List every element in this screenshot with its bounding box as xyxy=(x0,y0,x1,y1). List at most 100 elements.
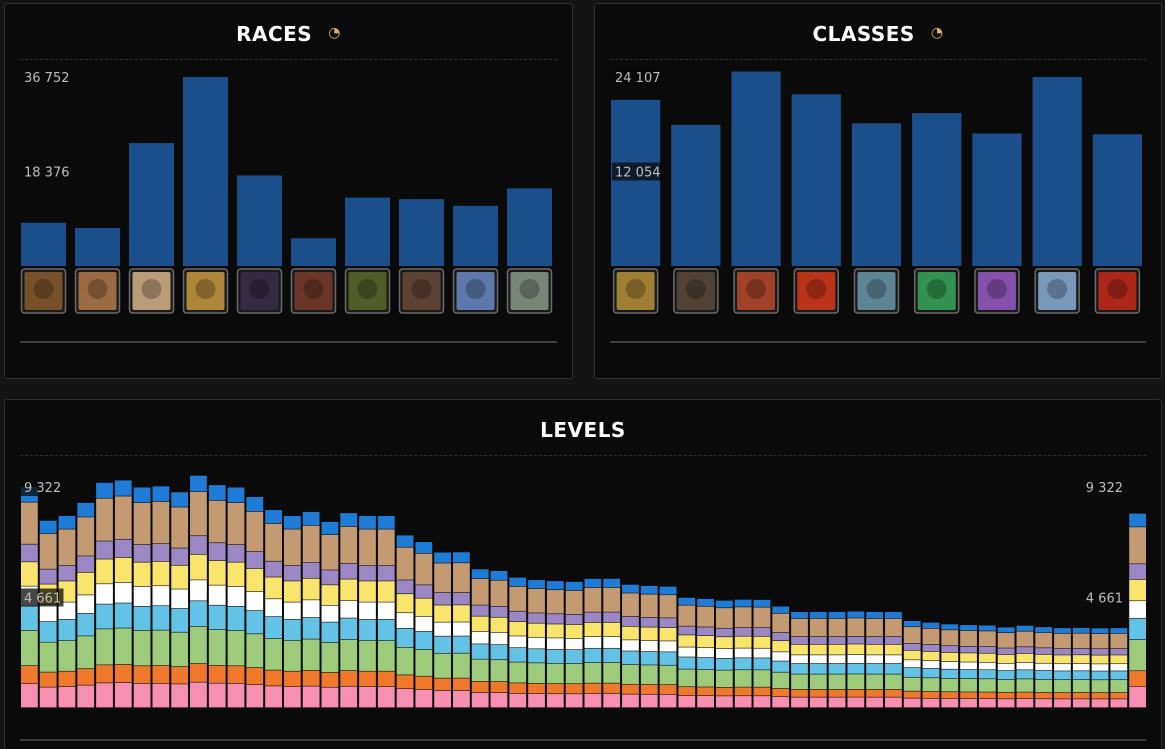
level-bar-26[interactable] xyxy=(490,570,508,708)
priest-class-icon[interactable] xyxy=(612,268,659,314)
bar-draenei[interactable] xyxy=(237,175,282,266)
level-bar-32[interactable] xyxy=(603,578,621,708)
bar-shaman[interactable] xyxy=(851,123,902,266)
gnome-portrait-icon[interactable] xyxy=(74,268,121,314)
level-bar-50[interactable] xyxy=(941,624,959,708)
pie-chart-icon[interactable]: ◔ xyxy=(328,25,341,41)
level-bar-47[interactable] xyxy=(885,611,902,708)
level-bar-42[interactable] xyxy=(791,611,808,708)
level-bar-41[interactable] xyxy=(772,606,790,708)
bar-human[interactable] xyxy=(129,143,174,266)
level-segment xyxy=(922,661,940,669)
tauren-portrait-icon[interactable] xyxy=(398,268,445,314)
night-elf-portrait-icon[interactable] xyxy=(182,268,229,314)
level-bar-34[interactable] xyxy=(640,585,658,708)
warrior-class-icon[interactable] xyxy=(673,268,719,314)
level-bar-18[interactable] xyxy=(340,513,358,708)
orc-portrait-icon[interactable] xyxy=(290,268,337,314)
bar-rogue[interactable] xyxy=(912,113,962,266)
bar-paladin[interactable] xyxy=(1032,77,1082,266)
level-bar-56[interactable] xyxy=(1054,628,1071,708)
level-bar-53[interactable] xyxy=(997,627,1015,708)
level-bar-14[interactable] xyxy=(265,510,282,708)
bar-orc[interactable] xyxy=(291,238,336,266)
bar-blood-elf[interactable] xyxy=(507,188,552,266)
bar-gnome[interactable] xyxy=(75,227,120,266)
level-bar-25[interactable] xyxy=(471,569,489,708)
level-bar-11[interactable] xyxy=(208,485,226,708)
level-bar-5[interactable] xyxy=(96,482,113,708)
level-bar-13[interactable] xyxy=(246,497,264,708)
bar-priest[interactable] xyxy=(611,99,661,266)
level-bar-24[interactable] xyxy=(453,552,470,708)
level-bar-6[interactable] xyxy=(114,480,132,708)
rogue-class-icon[interactable] xyxy=(913,268,960,314)
bar-druid[interactable] xyxy=(1092,134,1142,266)
level-bar-16[interactable] xyxy=(302,511,320,708)
level-bar-12[interactable] xyxy=(227,487,245,708)
hunter-class-icon[interactable] xyxy=(733,268,779,314)
bar-hunter[interactable] xyxy=(731,71,781,266)
level-bar-30[interactable] xyxy=(565,581,583,708)
level-bar-28[interactable] xyxy=(528,579,545,708)
troll-portrait-icon[interactable] xyxy=(452,268,499,314)
druid-class-icon[interactable] xyxy=(1094,268,1141,314)
undead-portrait-icon[interactable] xyxy=(344,268,391,314)
level-bar-9[interactable] xyxy=(171,492,189,708)
blood-elf-portrait-icon[interactable] xyxy=(506,268,553,314)
level-bar-51[interactable] xyxy=(960,625,977,708)
level-bar-58[interactable] xyxy=(1091,628,1109,708)
level-bar-36[interactable] xyxy=(678,597,696,708)
paladin-class-icon[interactable] xyxy=(1034,268,1080,314)
level-bar-54[interactable] xyxy=(1016,625,1034,708)
bar-dwarf[interactable] xyxy=(21,222,66,266)
level-bar-7[interactable] xyxy=(133,487,151,708)
level-bar-10[interactable] xyxy=(190,475,207,708)
level-bar-31[interactable] xyxy=(584,578,602,708)
level-bar-52[interactable] xyxy=(978,625,996,708)
draenei-portrait-icon[interactable] xyxy=(236,268,283,314)
level-bar-3[interactable] xyxy=(58,515,76,708)
bar-warlock[interactable] xyxy=(972,133,1022,266)
level-bar-48[interactable] xyxy=(903,620,921,708)
level-bar-8[interactable] xyxy=(152,486,170,708)
warlock-class-icon[interactable] xyxy=(974,268,1020,314)
level-bar-35[interactable] xyxy=(659,586,677,708)
level-bar-17[interactable] xyxy=(321,521,339,708)
dwarf-portrait-icon[interactable] xyxy=(20,268,67,314)
bar-tauren[interactable] xyxy=(399,199,444,266)
level-bar-46[interactable] xyxy=(866,611,884,708)
level-bar-49[interactable] xyxy=(922,622,940,708)
level-bar-21[interactable] xyxy=(396,535,414,708)
level-bar-45[interactable] xyxy=(847,611,865,708)
bar-undead[interactable] xyxy=(345,197,390,266)
bar-mage[interactable] xyxy=(791,94,841,267)
level-bar-23[interactable] xyxy=(434,552,452,708)
level-bar-57[interactable] xyxy=(1072,627,1090,708)
level-bar-20[interactable] xyxy=(377,515,395,708)
pie-chart-icon[interactable]: ◔ xyxy=(930,25,944,41)
level-bar-40[interactable] xyxy=(753,599,771,708)
level-bar-37[interactable] xyxy=(697,598,714,708)
shaman-class-icon[interactable] xyxy=(853,268,900,314)
level-bar-44[interactable] xyxy=(828,611,846,708)
bar-warrior[interactable] xyxy=(671,124,721,266)
level-bar-22[interactable] xyxy=(415,542,433,708)
bar-troll[interactable] xyxy=(453,205,498,266)
level-bar-38[interactable] xyxy=(715,600,733,708)
level-bar-27[interactable] xyxy=(509,577,527,708)
level-bar-55[interactable] xyxy=(1035,627,1053,708)
level-bar-15[interactable] xyxy=(283,515,301,708)
mage-class-icon[interactable] xyxy=(793,268,840,314)
bar-night-elf[interactable] xyxy=(183,77,228,266)
level-bar-59[interactable] xyxy=(1110,628,1128,708)
level-bar-29[interactable] xyxy=(546,581,564,708)
level-bar-2[interactable] xyxy=(39,520,57,708)
human-portrait-icon[interactable] xyxy=(128,268,175,314)
level-bar-60[interactable] xyxy=(1129,513,1146,708)
level-bar-43[interactable] xyxy=(809,611,827,708)
level-bar-33[interactable] xyxy=(622,584,639,708)
level-bar-39[interactable] xyxy=(734,599,752,708)
level-bar-4[interactable] xyxy=(77,502,95,708)
level-bar-19[interactable] xyxy=(359,515,376,708)
